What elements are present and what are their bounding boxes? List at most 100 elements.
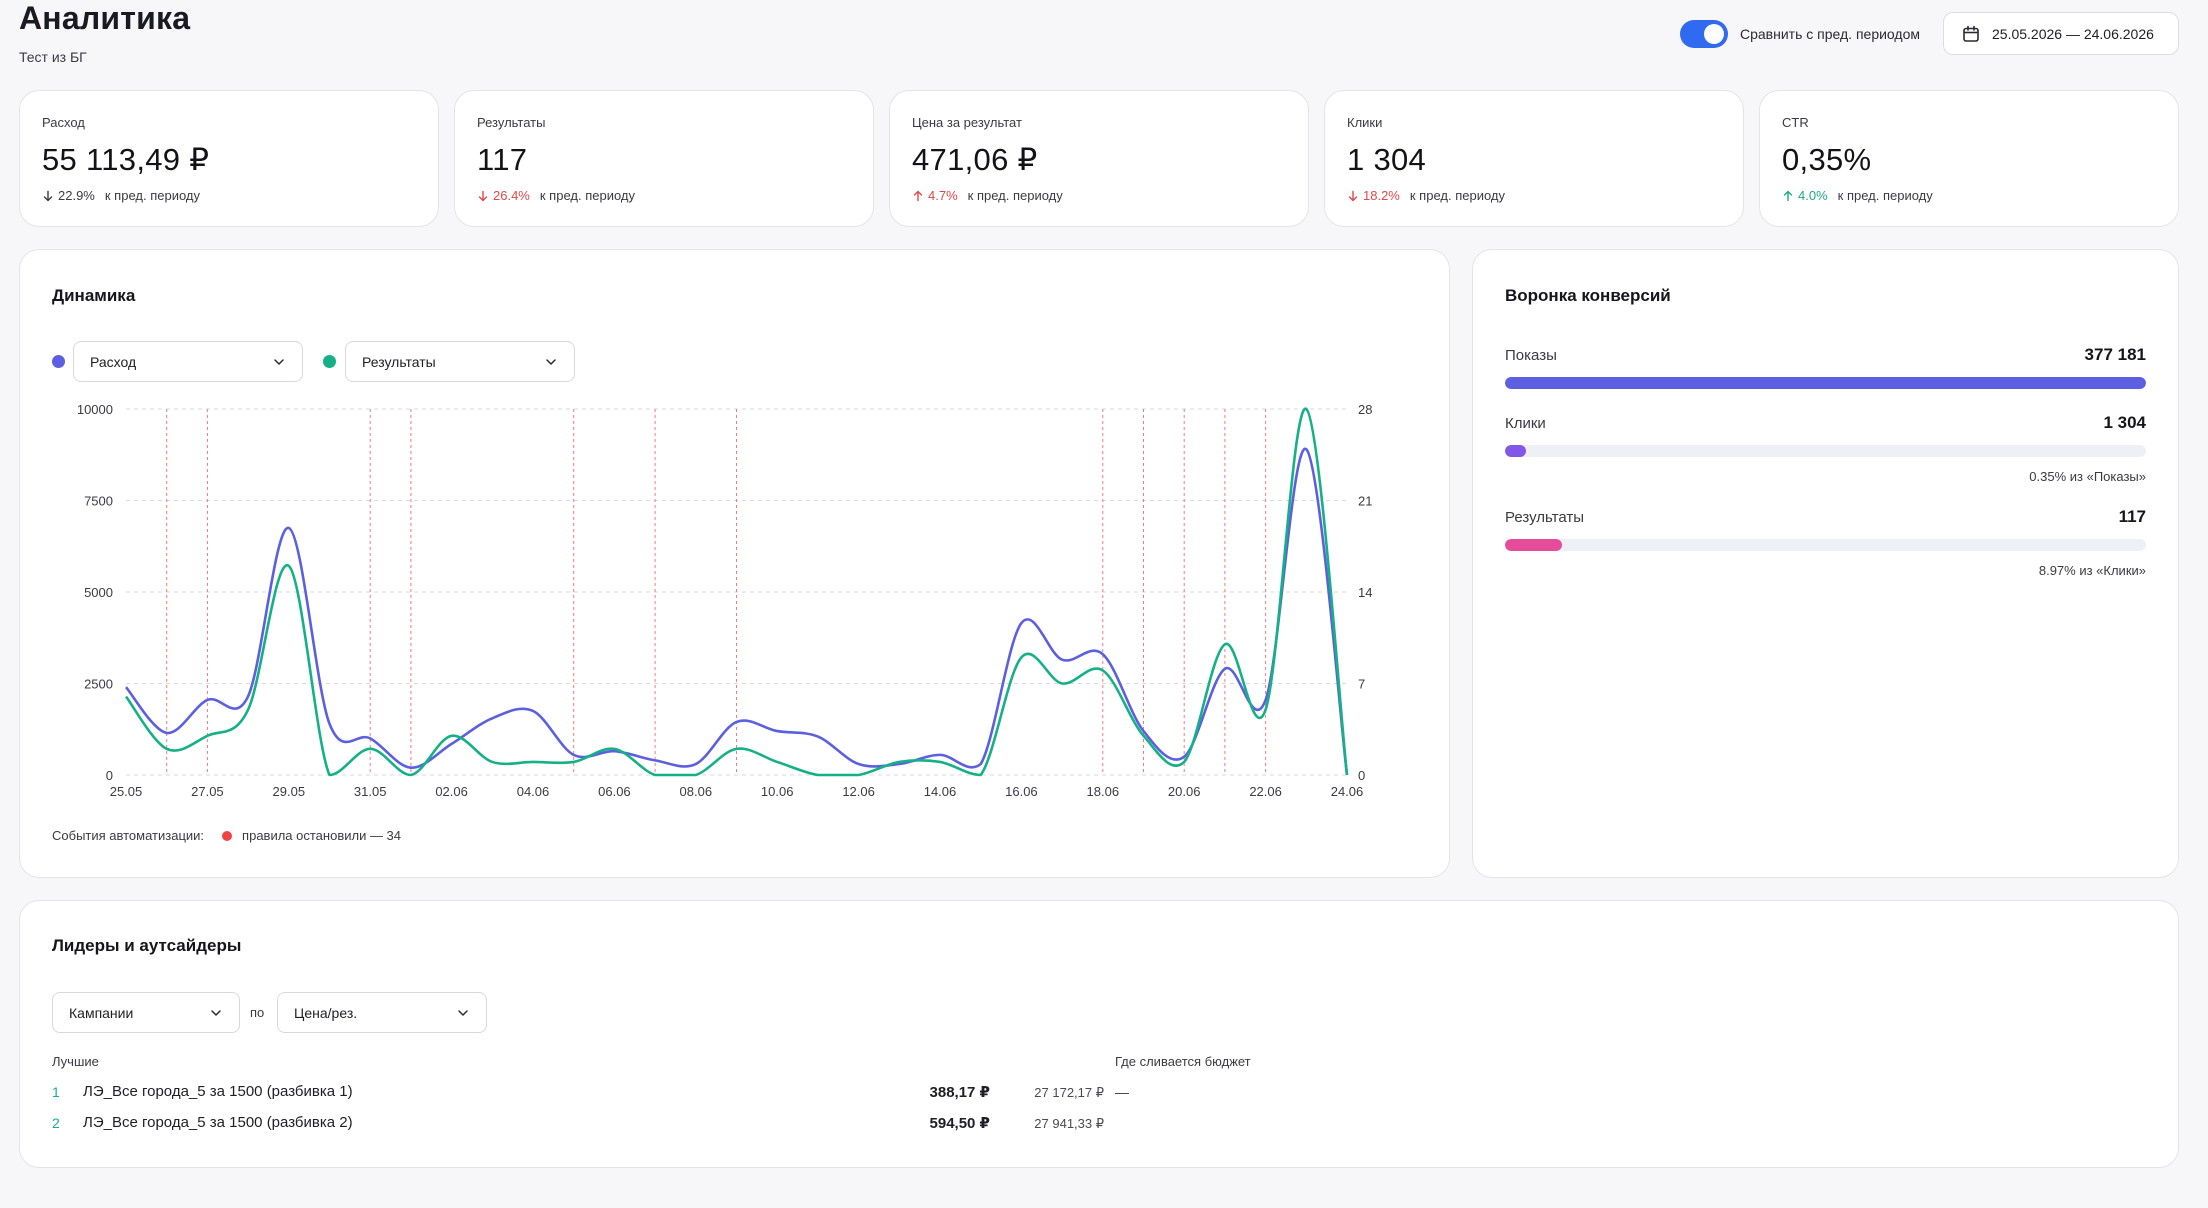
- funnel-stage-name: Клики: [1505, 415, 1546, 432]
- kpi-value: 471,06 ₽: [912, 142, 1038, 177]
- rule-stop-dot: [222, 830, 233, 841]
- kpi-card-ctr: CTR 0,35% 4.0% к пред. периоду: [1759, 90, 2179, 227]
- x-tick-label: 06.06: [598, 784, 631, 799]
- funnel-card: Воронка конверсий Показы 377 181 Клики 1…: [1472, 249, 2179, 878]
- group-by-select[interactable]: Кампании: [52, 992, 240, 1033]
- funnel-stage-note: 8.97% из «Клики»: [2038, 563, 2146, 578]
- x-tick-label: 22.06: [1249, 784, 1282, 799]
- kpi-value: 0,35%: [1782, 142, 1872, 177]
- page-subtitle: Тест из БГ: [19, 49, 87, 65]
- kpi-delta: 4.0% к пред. периоду: [1782, 188, 2156, 203]
- metric-select[interactable]: Цена/рез.: [277, 992, 487, 1033]
- kpi-value: 55 113,49 ₽: [42, 142, 210, 177]
- arrow-up-icon: [913, 190, 923, 201]
- compare-toggle-group: Сравнить с пред. периодом: [1680, 19, 1920, 49]
- leader-spend: 27 172,17 ₽: [1034, 1085, 1104, 1100]
- x-tick-label: 24.06: [1331, 784, 1364, 799]
- kpi-value: 117: [477, 142, 528, 177]
- kpi-delta-suffix: к пред. периоду: [539, 188, 635, 203]
- kpi-delta-value: 22.9%: [58, 188, 95, 203]
- group-by-label: Кампании: [69, 1004, 134, 1021]
- kpi-delta-suffix: к пред. периоду: [1837, 188, 1933, 203]
- x-tick-label: 16.06: [1005, 784, 1038, 799]
- x-tick-label: 18.06: [1087, 784, 1120, 799]
- y-left-tick-label: 10000: [77, 402, 113, 417]
- kpi-delta-value: 4.7%: [928, 188, 958, 203]
- y-left-tick-label: 0: [106, 768, 113, 783]
- chevron-down-icon: [458, 1009, 468, 1016]
- by-label: по: [250, 1005, 265, 1020]
- x-tick-label: 08.06: [680, 784, 713, 799]
- automation-legend: События автоматизации: правила остановил…: [52, 828, 401, 843]
- arrow-up-icon: [1783, 190, 1793, 201]
- results-legend-dot: [323, 355, 336, 368]
- y-right-tick-label: 21: [1358, 494, 1372, 509]
- kpi-card-spend: Расход 55 113,49 ₽ 22.9% к пред. периоду: [19, 90, 439, 227]
- dynamics-card: Динамика Расход Результаты 0 2500 5000 7500…: [19, 249, 1450, 878]
- kpi-delta-value: 4.0%: [1798, 188, 1828, 203]
- compare-label: Сравнить с пред. периодом: [1740, 26, 1920, 42]
- leader-rank: 1: [52, 1084, 60, 1100]
- funnel-track: [1505, 539, 2146, 551]
- arrow-down-icon: [1348, 190, 1358, 201]
- funnel-stage-value: 1 304: [2103, 413, 2146, 432]
- spend-legend-dot: [52, 355, 65, 368]
- automation-label: События автоматизации:: [52, 828, 205, 843]
- leaders-card: Лидеры и аутсайдеры Кампании по Цена/рез…: [19, 900, 2179, 1168]
- funnel-stage-name: Результаты: [1505, 509, 1584, 526]
- kpi-card-cost-per-result: Цена за результат 471,06 ₽ 4.7% к пред. …: [889, 90, 1309, 227]
- metric-right-select[interactable]: Результаты: [345, 341, 575, 382]
- metric-left-select[interactable]: Расход: [73, 341, 303, 382]
- x-tick-label: 12.06: [842, 784, 875, 799]
- metric-right-label: Результаты: [362, 353, 436, 370]
- metric-left-label: Расход: [90, 353, 137, 370]
- date-range-picker[interactable]: 25.05.2026 — 24.06.2026: [1943, 12, 2179, 55]
- y-left-tick-label: 7500: [84, 494, 113, 509]
- chevron-down-icon: [211, 1009, 221, 1016]
- funnel-stage-impressions: Показы 377 181: [1505, 345, 2146, 389]
- funnel-stage-results: Результаты 117 8.97% из «Клики»: [1505, 507, 2146, 578]
- kpi-value: 1 304: [1347, 142, 1427, 177]
- kpi-delta: 22.9% к пред. периоду: [42, 188, 416, 203]
- date-range-label: 25.05.2026 — 24.06.2026: [1992, 25, 2154, 42]
- funnel-stage-name: Показы: [1505, 347, 1557, 364]
- funnel-stage-note: 0.35% из «Показы»: [2029, 469, 2146, 484]
- leader-name: ЛЭ_Все города_5 за 1500 (разбивка 2): [83, 1114, 353, 1131]
- funnel-stage-value: 117: [2118, 507, 2146, 526]
- metric-label: Цена/рез.: [294, 1004, 358, 1021]
- funnel-stage-value: 377 181: [2084, 345, 2146, 364]
- compare-toggle[interactable]: [1680, 20, 1728, 48]
- dynamics-title: Динамика: [52, 286, 136, 305]
- waste-label: Где сливается бюджет: [1115, 1054, 1251, 1069]
- page-title: Аналитика: [19, 0, 191, 36]
- y-right-tick-label: 7: [1358, 677, 1365, 692]
- x-tick-label: 29.05: [273, 784, 306, 799]
- automation-legend-text: правила остановили — 34: [242, 828, 402, 843]
- x-tick-label: 10.06: [761, 784, 794, 799]
- kpi-label: Расход: [42, 115, 85, 130]
- kpi-delta: 18.2% к пред. периоду: [1347, 188, 1721, 203]
- funnel-bar: [1505, 539, 1563, 551]
- series-line-results: [124, 407, 1349, 777]
- x-tick-label: 04.06: [517, 784, 550, 799]
- kpi-delta-suffix: к пред. периоду: [104, 188, 200, 203]
- leader-name: ЛЭ_Все города_5 за 1500 (разбивка 1): [83, 1083, 353, 1100]
- series-line-spend: [124, 447, 1349, 776]
- calendar-icon: [1963, 25, 1979, 42]
- x-tick-label: 27.05: [191, 784, 224, 799]
- funnel-track: [1505, 377, 2146, 389]
- kpi-delta-suffix: к пред. периоду: [967, 188, 1063, 203]
- best-label: Лучшие: [52, 1054, 99, 1069]
- x-tick-label: 14.06: [924, 784, 957, 799]
- kpi-delta: 4.7% к пред. периоду: [912, 188, 1286, 203]
- x-tick-label: 25.05: [110, 784, 143, 799]
- toggle-knob: [1704, 24, 1724, 44]
- leader-rank: 2: [52, 1115, 60, 1131]
- funnel-title: Воронка конверсий: [1505, 286, 1671, 305]
- funnel-stage-clicks: Клики 1 304 0.35% из «Показы»: [1505, 413, 2146, 484]
- x-tick-label: 31.05: [354, 784, 387, 799]
- kpi-card-clicks: Клики 1 304 18.2% к пред. периоду: [1324, 90, 1744, 227]
- chevron-down-icon: [546, 358, 556, 365]
- kpi-delta-suffix: к пред. периоду: [1409, 188, 1505, 203]
- funnel-track: [1505, 445, 2146, 457]
